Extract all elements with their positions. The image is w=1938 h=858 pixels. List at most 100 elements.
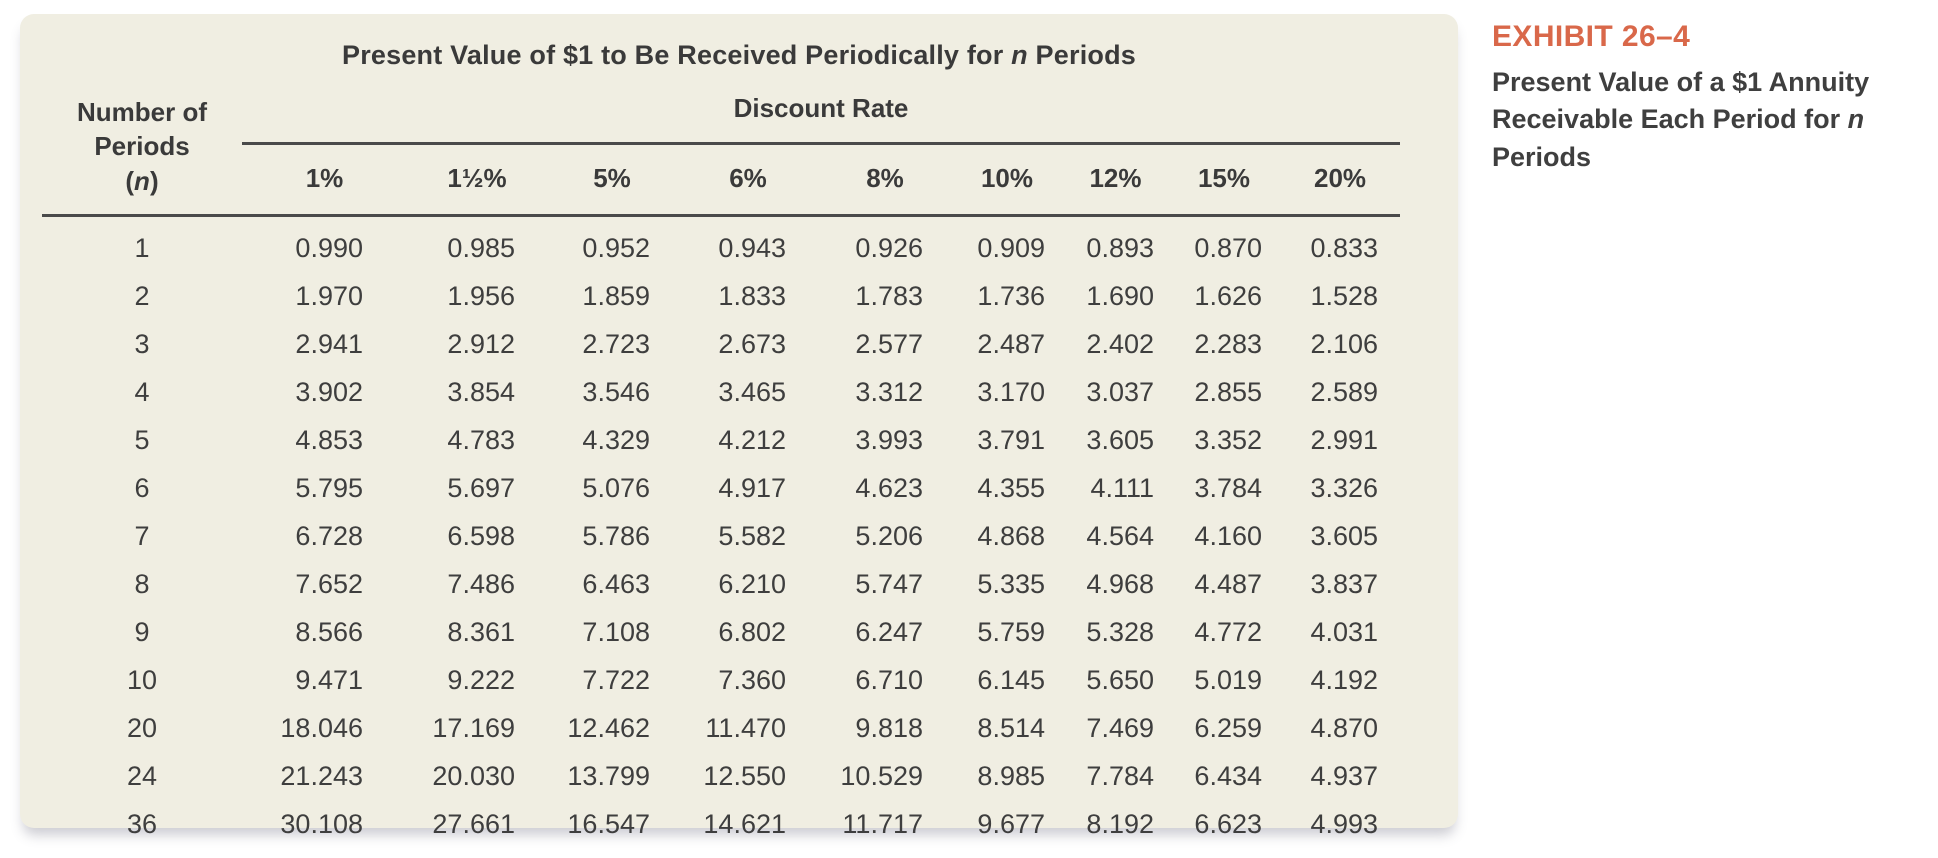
exhibit-label: EXHIBIT 26–4	[1492, 20, 1691, 53]
rate-column-header-3: 5%	[547, 143, 677, 217]
pv-factor-cell: 0.909	[977, 233, 1045, 263]
pv-factor-cell: 0.870	[1194, 233, 1262, 263]
rate-column-header-6: 10%	[951, 143, 1063, 217]
pv-factor-cell: 9.222	[447, 665, 515, 695]
pv-factor-cell: 14.621	[703, 809, 786, 839]
period-cell: 3	[134, 329, 150, 359]
table-row-n-5: 5 4.853 4.783 4.329 4.212 3.993 3.791 3.605 3.35…	[42, 417, 1400, 465]
pv-factor-cell: 13.799	[567, 761, 650, 791]
pv-factor-cell: 7.108	[582, 617, 650, 647]
pv-factor-cell: 9.677	[977, 809, 1045, 839]
pv-factor-cell: 7.652	[295, 569, 363, 599]
pv-factor-cell: 1.956	[447, 281, 515, 311]
period-cell: 8	[134, 569, 150, 599]
pv-factor-cell: 3.791	[977, 425, 1045, 455]
pv-factor-cell: 11.470	[705, 713, 786, 743]
pv-factor-cell: 6.210	[718, 569, 786, 599]
pv-factor-cell: 4.487	[1194, 569, 1262, 599]
pv-factor-cell: 6.434	[1194, 761, 1262, 791]
rate-header-row: 1% 1½% 5% 6% 8% 10% 12% 15% 20%	[42, 143, 1401, 217]
pv-factor-cell: 21.243	[280, 761, 363, 791]
rate-column-header-8: 15%	[1168, 143, 1280, 217]
pv-factor-cell: 6.259	[1194, 713, 1262, 743]
table-row-n-24: 24 21.243 20.030 13.799 12.550 10.529 8.985 7.7…	[42, 753, 1400, 801]
pv-factor-cell: 5.582	[718, 521, 786, 551]
pv-factor-cell: 3.352	[1194, 425, 1262, 455]
pv-factor-cell: 17.169	[432, 713, 515, 743]
exhibit-caption-n-italic: n	[1847, 104, 1865, 135]
pv-factor-cell: 5.328	[1086, 617, 1154, 647]
row-header-periods: Number of Periods (n)	[42, 85, 242, 217]
rate-column-header-7: 12%	[1063, 143, 1168, 217]
pv-factor-cell: 8.514	[977, 713, 1045, 743]
pv-factor-cell: 2.991	[1310, 425, 1379, 455]
table-row-n-4: 4 3.902 3.854 3.546 3.465 3.312 3.170 3.037 2.85…	[42, 369, 1400, 417]
group-header-row: Number of Periods (n) Discount Rate	[42, 85, 1401, 217]
pv-factor-cell: 4.937	[1310, 761, 1379, 791]
pv-factor-cell: 10.529	[840, 761, 923, 791]
rate-column-header-2: 1½%	[407, 143, 547, 217]
period-cell: 10	[126, 665, 158, 695]
exhibit-annotation: EXHIBIT 26–4 Present Value of a $1 Annui…	[1492, 20, 1932, 176]
pv-factor-cell: 6.598	[447, 521, 515, 551]
pv-factor-cell: 3.326	[1310, 473, 1379, 503]
table-row-n-2: 2 1.970 1.956 1.859 1.833 1.783 1.736 1.690 1.62…	[42, 273, 1400, 321]
pv-factor-cell: 3.312	[855, 377, 923, 407]
table-title-n-italic: n	[1011, 40, 1028, 70]
pv-factor-cell: 2.723	[582, 329, 650, 359]
pv-factor-cell: 27.661	[432, 809, 515, 839]
pv-factor-cell: 5.795	[295, 473, 363, 503]
pv-factor-cell: 4.772	[1194, 617, 1262, 647]
pv-factor-cell: 6.710	[855, 665, 923, 695]
pv-factor-cell: 3.170	[977, 377, 1045, 407]
row-header-line-3: (n)	[125, 165, 159, 196]
pv-factor-cell: 1.783	[855, 281, 923, 311]
pv-factor-cell: 4.853	[295, 425, 363, 455]
table-row-n-9: 9 8.566 8.361 7.108 6.802 6.247 5.759 5.328 4.77…	[42, 609, 1400, 657]
period-cell: 2	[134, 281, 150, 311]
pv-factor-cell: 2.855	[1194, 377, 1262, 407]
pv-factor-cell: 7.469	[1086, 713, 1154, 743]
pv-factor-cell: 7.784	[1086, 761, 1154, 791]
pv-factor-cell: 4.329	[582, 425, 650, 455]
period-cell: 20	[126, 713, 158, 743]
pv-factor-cell: 3.605	[1310, 521, 1379, 551]
rate-column-header-4: 6%	[677, 143, 819, 217]
pv-factor-cell: 4.031	[1310, 617, 1379, 647]
table-row-n-6: 6 5.795 5.697 5.076 4.917 4.623 4.355 4.111 3.78…	[42, 465, 1400, 513]
pv-factor-cell: 3.037	[1086, 377, 1154, 407]
pv-factor-cell: 1.626	[1194, 281, 1262, 311]
row-header-line-2: Periods	[94, 131, 190, 162]
row-header-line-1: Number of	[77, 97, 207, 128]
pv-factor-cell: 0.943	[718, 233, 786, 263]
pv-factor-cell: 1.859	[582, 281, 650, 311]
pv-factor-cell: 6.623	[1194, 809, 1262, 839]
pv-factor-cell: 2.589	[1310, 377, 1379, 407]
pv-factor-cell: 0.952	[582, 233, 650, 263]
pv-factor-cell: 5.076	[582, 473, 650, 503]
pv-factor-cell: 3.465	[718, 377, 786, 407]
pv-factor-cell: 2.402	[1086, 329, 1154, 359]
pv-factor-cell: 4.160	[1194, 521, 1262, 551]
pv-factor-cell: 2.487	[977, 329, 1045, 359]
period-cell: 9	[134, 617, 150, 647]
rate-column-header-9: 20%	[1280, 143, 1401, 217]
pv-factor-cell: 0.833	[1310, 233, 1379, 263]
pv-annuity-table: Number of Periods (n) Discount Rate 1% 1½…	[42, 85, 1401, 849]
pv-factor-cell: 5.759	[977, 617, 1045, 647]
pv-factor-cell: 1.690	[1086, 281, 1154, 311]
pv-factor-cell: 4.192	[1310, 665, 1379, 695]
pv-factor-cell: 18.046	[280, 713, 363, 743]
pv-factor-cell: 5.697	[447, 473, 515, 503]
pv-factor-cell: 4.868	[977, 521, 1045, 551]
pv-factor-cell: 20.030	[432, 761, 515, 791]
pv-factor-cell: 3.784	[1194, 473, 1262, 503]
pv-factor-cell: 5.206	[855, 521, 923, 551]
pv-factor-cell: 6.247	[855, 617, 923, 647]
pv-factor-cell: 3.993	[855, 425, 923, 455]
pv-factor-cell: 4.111	[1090, 473, 1154, 503]
table-title: Present Value of $1 to Be Received Perio…	[20, 40, 1458, 71]
pv-factor-cell: 6.728	[295, 521, 363, 551]
pv-factor-cell: 5.019	[1194, 665, 1262, 695]
period-cell: 6	[134, 473, 150, 503]
